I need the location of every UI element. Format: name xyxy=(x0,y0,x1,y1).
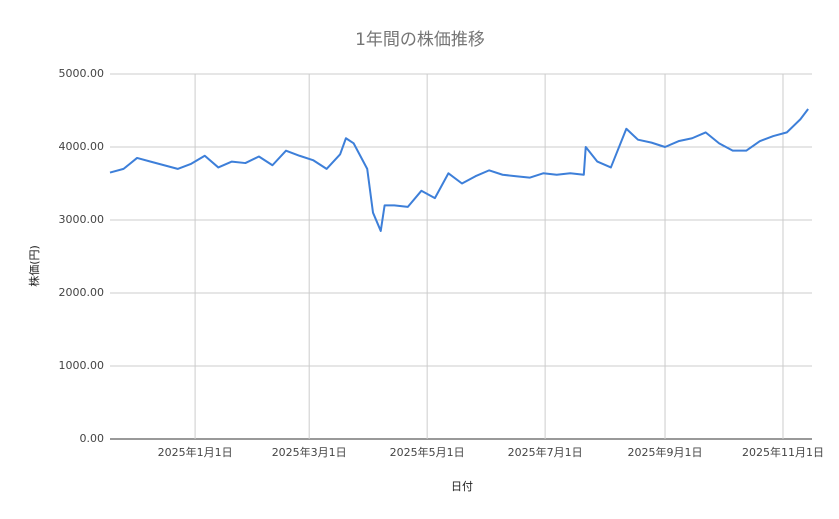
y-axis-title: 株価(円) xyxy=(27,245,41,287)
y-tick-label: 4000.00 xyxy=(59,140,105,153)
y-tick-label: 5000.00 xyxy=(59,67,105,80)
price-line xyxy=(109,108,809,232)
y-tick-label: 1000.00 xyxy=(59,359,105,372)
x-axis-title: 日付 xyxy=(451,480,473,493)
x-tick-label: 2025年1月1日 xyxy=(158,445,233,459)
x-tick-label: 2025年11月1日 xyxy=(742,445,824,459)
y-tick-label: 2000.00 xyxy=(59,286,105,299)
x-tick-label: 2025年7月1日 xyxy=(508,445,583,459)
x-tick-label: 2025年5月1日 xyxy=(390,445,465,459)
chart-title: 1年間の株価推移 xyxy=(355,30,485,50)
y-tick-label: 0.00 xyxy=(80,432,105,445)
y-tick-label: 3000.00 xyxy=(59,213,105,226)
x-tick-label: 2025年9月1日 xyxy=(628,445,703,459)
x-tick-label: 2025年3月1日 xyxy=(272,445,347,459)
